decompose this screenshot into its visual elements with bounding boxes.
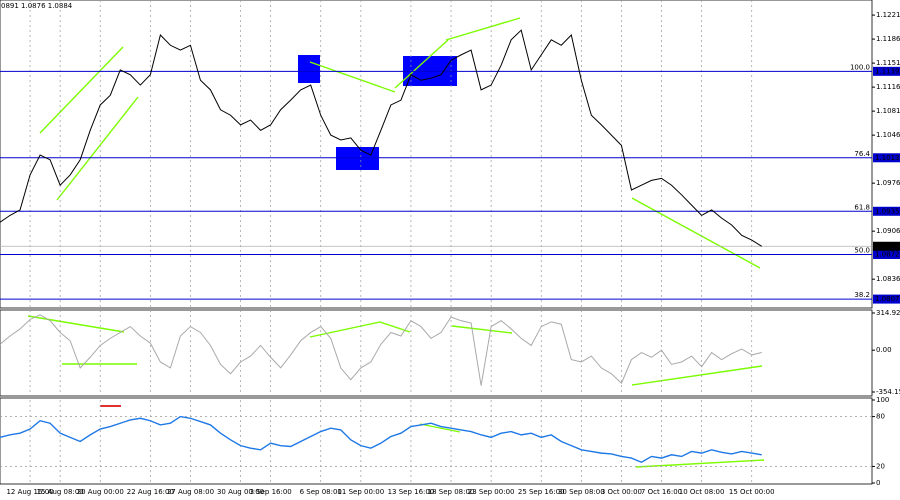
y-tick-label: 0 [876,479,880,487]
x-tick-label: 3 Sep 16:00 [249,488,291,496]
x-tick-label: 15 Oct 00:00 [729,488,775,496]
trend-line [451,325,513,334]
level-label: 1.1013 [875,154,900,162]
y-tick-label: 1.1151 [876,59,900,67]
x-tick-label: 3 Oct 00:00 [601,488,642,496]
x-tick-label: 15 Aug 08:00 [37,488,84,496]
trend-line [56,96,139,201]
level-tag [873,206,900,216]
y-tick-label: 1.1046 [876,131,900,139]
y-tick-label: 1.1186 [876,35,900,43]
y-tick-label: -354.159 [876,388,900,396]
trend-line [631,365,763,386]
level-tag [873,249,900,259]
x-tick-label: 6 Sep 08:00 [300,488,342,496]
x-tick-label: 30 Sep 08:00 [558,488,605,496]
price-panel [0,0,873,309]
fib-label: 76.4 [854,150,870,158]
y-tick-label: 1.1116 [876,83,900,91]
level-tag [873,66,900,76]
fib-label: 38.2 [854,291,870,299]
x-tick-label: 7 Oct 16:00 [641,488,682,496]
y-tick-label: 1.1081 [876,107,900,115]
x-tick-label: 18 Sep 08:00 [428,488,475,496]
current-tag [873,241,900,251]
x-tick-label: 23 Sep 00:00 [468,488,515,496]
x-tick-label: 20 Aug 00:00 [77,488,124,496]
trend-line [39,46,124,134]
x-tick-label: 11 Sep 00:00 [337,488,384,496]
y-tick-label: 1.1221 [876,11,900,19]
level-label: 1.0807 [875,295,900,303]
x-tick-label: 30 Aug 00:00 [217,488,264,496]
trend-line [309,61,396,93]
y-tick-label: 20 [876,462,885,470]
level-label: 1.0935 [875,207,900,215]
y-tick-label: 314.9232 [876,309,900,317]
trend-line [631,197,761,269]
trend-line [394,39,449,89]
cci-panel [0,309,873,397]
trend-line [445,17,521,41]
y-tick-label: 1.0906 [876,227,900,235]
y-tick-label: 100 [876,396,889,404]
trend-line [635,459,765,468]
zone [298,55,320,83]
fib-label: 50.0 [854,246,870,254]
zone [336,147,379,170]
y-tick-label: 1.0976 [876,179,900,187]
y-tick-label: 0.00 [876,346,892,354]
y-tick-label: 80 [876,413,885,421]
level-tag [873,294,900,304]
level-label: 1.1139 [875,67,900,75]
level-tag [873,153,900,163]
x-tick-label: 10 Oct 08:00 [679,488,725,496]
x-tick-label: 27 Aug 08:00 [167,488,214,496]
x-tick-label: 25 Sep 16:00 [518,488,565,496]
series-line [0,415,762,464]
series-line [0,314,762,386]
x-tick-label: 22 Aug 16:00 [127,488,174,496]
fib-label: 100.0 [850,63,870,71]
trend-line [419,423,461,433]
rsi-panel [0,397,873,485]
level-label: 1.0872 [875,250,900,258]
trend-line [309,321,411,338]
series-line [0,29,763,247]
fib-label: 61.8 [854,203,870,211]
current-label: 1.0884 [875,242,900,250]
annotations [27,17,765,468]
header-text: 0891 1.0876 1.0884 [1,2,73,10]
y-tick-label: 1.0836 [876,275,900,283]
trend-line [27,315,125,333]
x-tick-label: 12 Aug 16:00 [6,488,53,496]
x-tick-label: 13 Sep 16:00 [388,488,435,496]
